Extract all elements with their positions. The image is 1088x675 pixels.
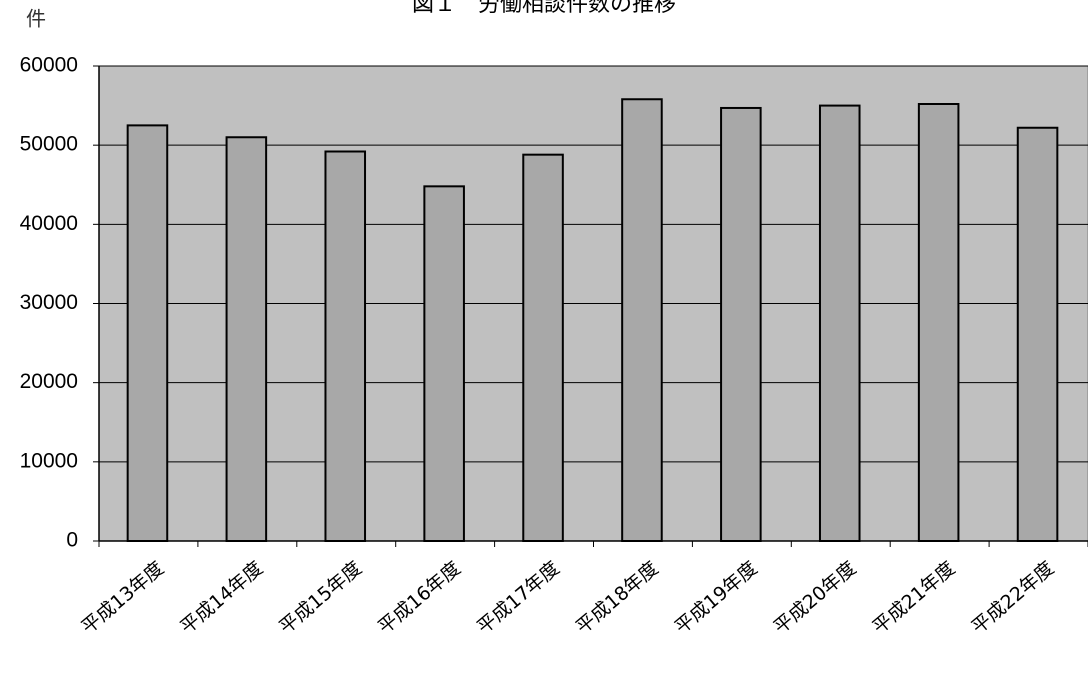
x-tick-label: 平成15年度 [275, 557, 366, 638]
bar [720, 106, 762, 542]
x-tick-label: 平成19年度 [671, 557, 762, 638]
y-tick-label: 0 [66, 529, 78, 552]
bar [225, 136, 268, 542]
y-tick-label: 30000 [20, 291, 78, 314]
bar [917, 103, 960, 542]
chart-title: 図１ 労働相談件数の推移 [412, 0, 676, 17]
bar [818, 104, 861, 542]
bars [126, 98, 1059, 543]
x-tick-label: 平成18年度 [572, 557, 663, 638]
y-tick-label: 10000 [20, 449, 78, 472]
bar [126, 124, 169, 542]
x-axis-ticks: 平成13年度 平成14年度 平成15年度 平成16年度 平成17年度 平成18年度 平成19… [77, 541, 1088, 638]
bar [522, 153, 564, 543]
bar [324, 150, 367, 542]
x-tick-label: 平成14年度 [176, 557, 267, 638]
x-tick-label: 平成21年度 [869, 557, 960, 638]
y-axis-ticks: 0 10000 20000 30000 40000 50000 60000 [20, 54, 99, 552]
y-tick-label: 20000 [20, 370, 78, 393]
y-tick-label: 50000 [20, 133, 78, 156]
x-tick-label: 平成16年度 [374, 557, 465, 638]
bar [1016, 126, 1059, 542]
x-tick-label: 平成13年度 [77, 557, 168, 638]
x-tick-label: 平成22年度 [967, 557, 1058, 638]
bar [621, 98, 663, 542]
bar [423, 185, 465, 542]
x-tick-label: 平成17年度 [473, 557, 564, 638]
y-tick-label: 40000 [20, 212, 78, 235]
y-axis-unit-label: 件 [26, 7, 46, 31]
x-tick-label: 平成20年度 [770, 557, 861, 638]
y-tick-label: 60000 [20, 54, 78, 77]
